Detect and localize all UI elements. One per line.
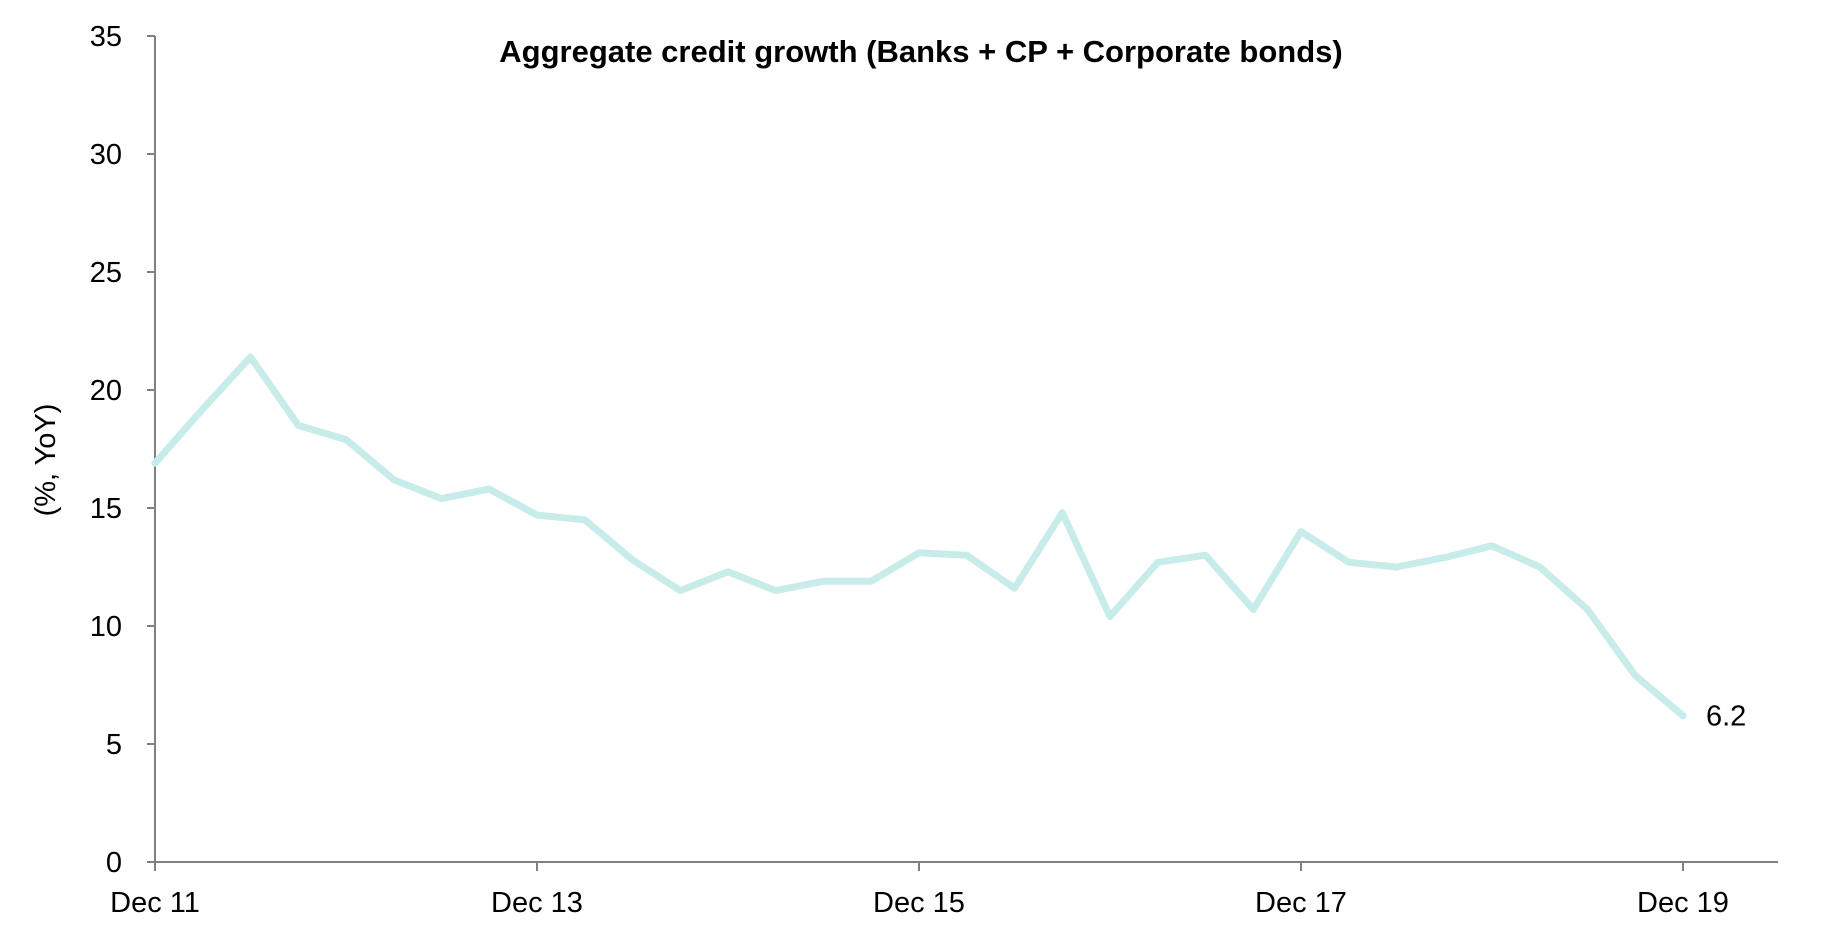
series-group (151, 353, 1687, 720)
data-label-last: 6.2 (1706, 701, 1746, 733)
x-tick-label: Dec 15 (873, 887, 965, 919)
y-axis-ticks: 0 5 10 15 20 25 30 35 (90, 21, 155, 879)
x-tick-label: Dec 11 (110, 887, 200, 919)
x-tick-label: Dec 19 (1637, 887, 1729, 919)
y-tick-label: 0 (106, 847, 122, 879)
y-axis-title: (%, YoY) (30, 404, 62, 517)
y-tick-label: 30 (90, 139, 122, 171)
y-tick-label: 25 (90, 257, 122, 289)
x-axis-ticks: Dec 11 Dec 13 Dec 15 Dec 17 Dec 19 (110, 862, 1729, 919)
y-tick-label: 10 (90, 611, 122, 643)
x-tick-label: Dec 13 (491, 887, 583, 919)
y-tick-label: 20 (90, 375, 122, 407)
series-line (151, 353, 1687, 720)
y-tick-label: 35 (90, 21, 122, 53)
x-tick-label: Dec 17 (1255, 887, 1347, 919)
y-tick-label: 5 (106, 729, 122, 761)
y-tick-label: 15 (90, 493, 122, 525)
chart-title: Aggregate credit growth (Banks + CP + Co… (499, 34, 1342, 69)
